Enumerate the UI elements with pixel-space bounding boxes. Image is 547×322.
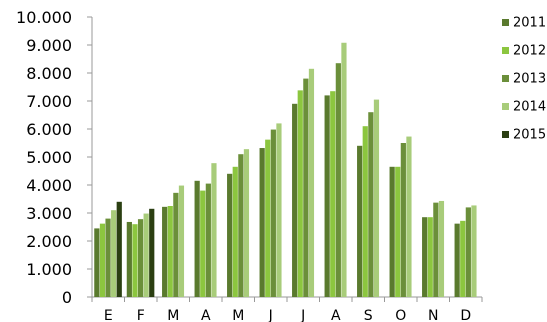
bar-2011-12 <box>454 223 460 297</box>
y-tick-label: 9.000 <box>26 36 72 55</box>
y-tick-label: 6.000 <box>26 120 72 139</box>
x-tick-label: O <box>395 308 406 322</box>
y-tick-label: 8.000 <box>26 64 72 83</box>
bar-2014-2 <box>143 213 149 297</box>
bar-2014-4 <box>211 163 217 297</box>
x-tick-label: F <box>137 308 145 322</box>
bar-2014-1 <box>111 210 117 297</box>
bar-2011-9 <box>357 145 363 297</box>
bar-2012-6 <box>265 139 271 297</box>
bar-2012-1 <box>99 223 106 297</box>
y-tick-label: 5.000 <box>26 148 72 167</box>
bar-2012-8 <box>330 91 336 297</box>
bar-2015-1 <box>116 201 122 297</box>
y-tick-label: 3.000 <box>26 204 72 223</box>
y-tick-label: 2.000 <box>26 232 72 251</box>
x-tick-label: D <box>460 308 471 322</box>
bar-2012-4 <box>200 190 206 297</box>
bar-2013-2 <box>137 219 144 297</box>
x-tick-label: E <box>104 308 113 322</box>
bar-2011-5 <box>227 173 233 297</box>
x-tick-label: J <box>300 308 305 322</box>
bar-2013-12 <box>465 207 471 297</box>
x-tick-label: J <box>268 308 273 322</box>
bar-2014-8 <box>341 42 347 298</box>
y-tick-label: 10.000 <box>16 8 72 27</box>
bar-2012-7 <box>297 90 303 297</box>
legend-swatch-2014 <box>502 103 509 110</box>
bar-2011-4 <box>194 180 200 297</box>
bar-2013-3 <box>173 192 179 297</box>
legend: 2011 2012 2013 2014 2015 <box>502 16 546 143</box>
y-tick-label: 1.000 <box>26 260 72 279</box>
y-tick-label: 4.000 <box>26 176 72 195</box>
x-tick-label: M <box>232 308 244 322</box>
bar-2014-3 <box>178 185 185 297</box>
bar-2011-10 <box>389 166 395 297</box>
x-tick-label: S <box>364 308 373 322</box>
bar-2012-5 <box>232 166 238 297</box>
legend-swatch-2013 <box>502 75 509 82</box>
legend-swatch-2011 <box>502 19 509 26</box>
legend-label-2012: 2012 <box>513 44 546 59</box>
y-tick-label: 7.000 <box>26 92 72 111</box>
bar-2013-6 <box>270 129 276 297</box>
bar-2012-10 <box>395 166 401 297</box>
x-tick-label: A <box>201 308 211 322</box>
bar-2011-8 <box>324 95 330 298</box>
bar-2011-2 <box>126 221 132 297</box>
bar-2011-7 <box>292 103 298 297</box>
bar-2012-11 <box>427 217 433 297</box>
bar-2013-5 <box>238 154 244 297</box>
bar-2014-5 <box>243 149 250 297</box>
legend-swatch-2015 <box>502 131 509 138</box>
bars <box>94 42 477 298</box>
y-tick-label: 0 <box>62 288 72 307</box>
legend-label-2015: 2015 <box>513 128 546 143</box>
bar-2015-2 <box>149 208 155 297</box>
bar-2011-6 <box>259 148 265 297</box>
bar-2012-2 <box>132 224 138 297</box>
x-tick-label: M <box>167 308 179 322</box>
bar-2013-10 <box>400 143 406 297</box>
bar-2014-7 <box>308 68 315 297</box>
y-axis: 0 1.000 2.000 3.000 4.000 5.000 6.000 7.000 8.00… <box>16 8 93 307</box>
bar-2013-8 <box>335 63 341 298</box>
bar-2013-1 <box>105 218 111 297</box>
bar-2014-12 <box>471 205 477 297</box>
bar-2012-12 <box>460 220 466 297</box>
legend-label-2014: 2014 <box>513 100 546 115</box>
bar-2014-11 <box>438 200 445 297</box>
legend-label-2013: 2013 <box>513 72 546 87</box>
bar-2013-11 <box>433 202 439 297</box>
bar-2013-9 <box>368 112 374 297</box>
bar-2011-11 <box>422 217 428 297</box>
x-tick-label: A <box>331 308 341 322</box>
bar-2011-3 <box>162 206 168 297</box>
bar-2012-9 <box>362 126 368 297</box>
x-tick-label: N <box>428 308 438 322</box>
bar-2014-9 <box>373 99 380 297</box>
legend-swatch-2012 <box>502 47 509 54</box>
bar-2014-6 <box>276 123 282 298</box>
bar-2013-7 <box>303 78 309 297</box>
bar-2013-4 <box>205 183 211 297</box>
bar-2012-3 <box>167 206 173 297</box>
legend-label-2011: 2011 <box>513 16 546 31</box>
bar-2011-1 <box>94 228 100 297</box>
bar-2014-10 <box>406 136 412 297</box>
